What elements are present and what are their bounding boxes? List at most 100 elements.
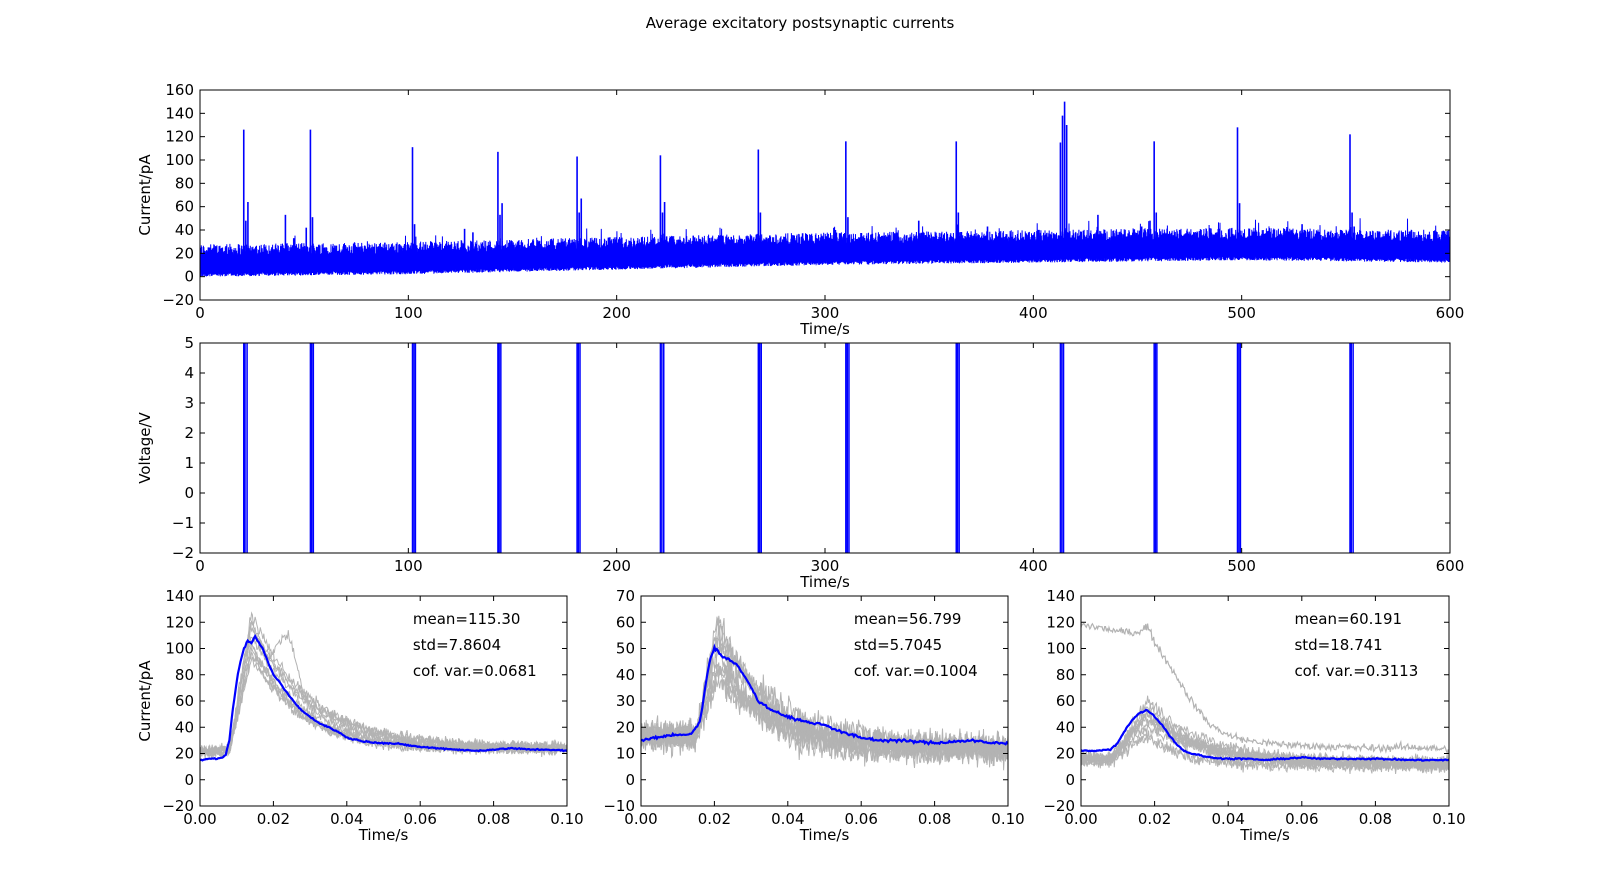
x-tick-label: 500 [1227, 304, 1256, 322]
x-tick-label: 0.00 [624, 810, 657, 828]
y-tick-label: 0 [184, 484, 194, 502]
y-tick-label: 100 [165, 640, 194, 658]
y-tick-label: 20 [616, 718, 635, 736]
x-tick-label: 0.04 [1211, 810, 1244, 828]
x-axis-label: Time/s [799, 573, 850, 591]
y-tick-label: 70 [616, 587, 635, 605]
y-tick-label: 80 [175, 174, 194, 192]
y-tick-label: 60 [616, 613, 635, 631]
y-tick-label: 100 [1046, 640, 1075, 658]
x-tick-label: 0.08 [477, 810, 510, 828]
x-tick-label: 0 [195, 557, 205, 575]
x-axis-label: Time/s [799, 826, 850, 844]
mean-trace [1081, 708, 1449, 762]
x-tick-label: 300 [811, 304, 840, 322]
axes-frame [199, 342, 1451, 554]
y-tick-label: 0 [184, 268, 194, 286]
x-tick-label: 0.02 [1138, 810, 1171, 828]
x-axis-label: Time/s [799, 320, 850, 338]
plot-area [200, 101, 1450, 277]
y-tick-label: 40 [1056, 718, 1075, 736]
y-axis-label: Voltage/V [136, 411, 154, 483]
figure-title: Average excitatory postsynaptic currents [646, 14, 955, 32]
plot-area [243, 343, 1354, 553]
y-tick-label: 50 [616, 640, 635, 658]
stat-annotation: cof. var.=0.0681 [413, 662, 537, 680]
x-tick-label: 0.00 [1064, 810, 1097, 828]
y-tick-label: −20 [1043, 797, 1075, 815]
x-tick-label: 0.10 [1432, 810, 1465, 828]
x-tick-label: 0.04 [330, 810, 363, 828]
x-tick-label: 300 [811, 557, 840, 575]
chart-middle: 0 100 200 300 400 500 600 −2 −1 0 1 2 3 4 5 Time/s Volta… [136, 334, 1464, 591]
y-tick-label: 60 [175, 692, 194, 710]
x-tick-label: 100 [394, 304, 423, 322]
y-tick-label: 2 [184, 424, 194, 442]
x-tick-label: 0.02 [698, 810, 731, 828]
y-tick-label: 140 [1046, 587, 1075, 605]
plot-area [200, 611, 567, 762]
y-tick-label: 40 [616, 666, 635, 684]
y-tick-label: −20 [162, 797, 194, 815]
x-tick-label: 0.06 [1285, 810, 1318, 828]
y-tick-label: −20 [162, 291, 194, 309]
y-tick-label: 60 [1056, 692, 1075, 710]
x-axis-label: Time/s [1239, 826, 1290, 844]
x-tick-label: 0.04 [771, 810, 804, 828]
x-tick-label: 100 [394, 557, 423, 575]
y-tick-label: −1 [172, 514, 194, 532]
y-tick-label: 4 [184, 364, 194, 382]
x-tick-label: 0.08 [918, 810, 951, 828]
y-tick-label: −2 [172, 544, 194, 562]
y-tick-label: 5 [184, 334, 194, 352]
y-tick-label: 40 [175, 718, 194, 736]
y-tick-label: 80 [175, 666, 194, 684]
y-tick-label: 80 [1056, 666, 1075, 684]
x-tick-label: 400 [1019, 304, 1048, 322]
y-tick-label: 120 [1046, 613, 1075, 631]
x-tick-label: 0.06 [403, 810, 436, 828]
y-tick-label: 20 [1056, 745, 1075, 763]
x-tick-label: 0.10 [550, 810, 583, 828]
trial-trace [200, 625, 567, 755]
y-tick-label: 60 [175, 198, 194, 216]
y-tick-label: 1 [184, 454, 194, 472]
y-tick-label: 120 [165, 613, 194, 631]
x-tick-label: 200 [602, 557, 631, 575]
chart-panel2: mean=56.799 std=5.7045 cof. var.=0.1004 0.0… [603, 587, 1024, 844]
x-tick-label: 0.02 [257, 810, 290, 828]
mean-trace [641, 643, 1008, 746]
y-tick-label: 0 [184, 771, 194, 789]
plot-area [641, 615, 1008, 771]
stat-annotation: std=18.741 [1294, 636, 1382, 654]
y-tick-label: 20 [175, 745, 194, 763]
chart-panel1: mean=115.30 std=7.8604 cof. var.=0.0681 0.0… [136, 587, 584, 844]
plot-area [1081, 622, 1449, 775]
y-tick-label: −10 [603, 797, 635, 815]
y-tick-label: 30 [616, 692, 635, 710]
stat-annotation: cof. var.=0.3113 [1294, 662, 1418, 680]
stat-annotation: mean=60.191 [1294, 610, 1402, 628]
current-trace [200, 218, 1450, 277]
x-tick-label: 0.06 [844, 810, 877, 828]
stat-annotation: std=7.8604 [413, 636, 501, 654]
x-tick-label: 0.08 [1359, 810, 1392, 828]
x-tick-label: 0 [195, 304, 205, 322]
y-tick-label: 140 [165, 104, 194, 122]
y-tick-label: 10 [616, 745, 635, 763]
y-tick-label: 160 [165, 81, 194, 99]
y-tick-label: 20 [175, 244, 194, 262]
y-tick-label: 0 [1065, 771, 1075, 789]
stat-annotation: mean=56.799 [854, 610, 962, 628]
chart-panel3: mean=60.191 std=18.741 cof. var.=0.3113 0.0… [1043, 587, 1465, 844]
stat-annotation: std=5.7045 [854, 636, 942, 654]
x-axis-label: Time/s [358, 826, 409, 844]
y-axis-label: Current/pA [136, 154, 154, 236]
chart-top: 0 100 200 300 400 500 600−20020406080100120140… [136, 81, 1464, 338]
x-tick-label: 0.10 [991, 810, 1024, 828]
x-tick-label: 200 [602, 304, 631, 322]
y-tick-label: 100 [165, 151, 194, 169]
x-tick-label: 400 [1019, 557, 1048, 575]
y-tick-label: 0 [625, 771, 635, 789]
